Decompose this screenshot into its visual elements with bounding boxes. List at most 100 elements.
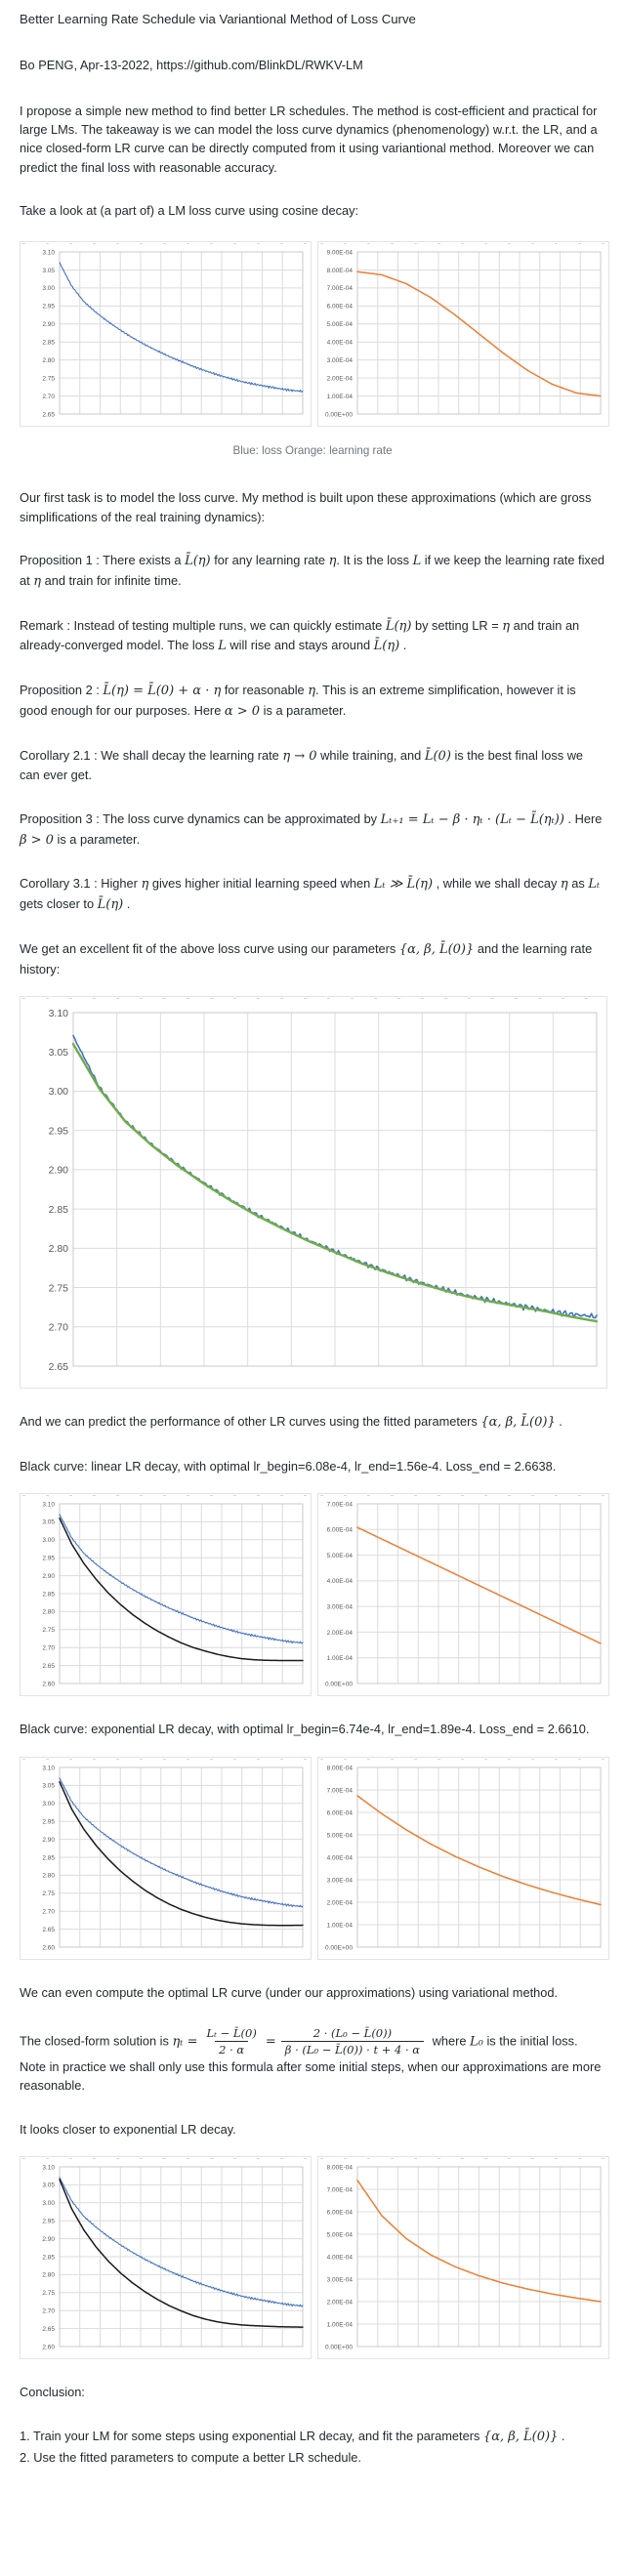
excellent-fit-paragraph: We get an excellent fit of the above los… [20, 939, 605, 978]
variational-paragraph: We can even compute the optimal LR curve… [20, 1984, 559, 2000]
inline-math: Lₜ [588, 877, 601, 893]
inline-math: L̄(0) [424, 748, 451, 764]
text-run: is a parameter. [53, 831, 141, 847]
svg-text:3.00: 3.00 [42, 1801, 55, 1807]
svg-text:9.00E-04: 9.00E-04 [327, 249, 354, 256]
svg-text:5.00E-04: 5.00E-04 [327, 1553, 354, 1559]
svg-text:1.00E-04: 1.00E-04 [327, 1655, 354, 1662]
inline-math: η [560, 877, 568, 893]
linear-decay-figure: 3.10 3.05 3.00 2.95 2.90 2.85 2.80 2.75 2.70 2.65… [20, 1493, 609, 1697]
svg-text:2.00E-04: 2.00E-04 [327, 375, 354, 382]
variational-decay-figure: 3.10 3.05 3.00 2.95 2.90 2.85 2.80 2.75 2.70 2.65… [20, 2156, 609, 2360]
chart-caption: Blue: loss Orange: learning rate [232, 443, 393, 457]
svg-text:0.00E+00: 0.00E+00 [325, 1682, 353, 1688]
svg-text:2.60: 2.60 [42, 1682, 55, 1688]
text-run: Proposition 3 : The loss curve dynamics … [20, 810, 381, 826]
svg-text:3.05: 3.05 [42, 267, 55, 273]
text-run: . [555, 1414, 562, 1430]
text-run: Remark : Instead of testing multiple run… [20, 617, 386, 633]
svg-text:2.95: 2.95 [49, 1125, 69, 1137]
take-a-look-paragraph: Take a look at (a part of) a LM loss cur… [20, 203, 359, 219]
chart-svg: 3.10 3.05 3.00 2.95 2.90 2.85 2.80 2.75 2.70 2.65… [22, 1495, 309, 1688]
svg-text:7.00E-04: 7.00E-04 [327, 1787, 354, 1794]
svg-text:4.00E-04: 4.00E-04 [327, 1854, 354, 1861]
chart-panel-loss: 3.10 3.05 3.00 2.95 2.90 2.85 2.80 2.75 2.70 2.65… [20, 1756, 312, 1960]
chart-svg: 3.10 3.05 3.00 2.95 2.90 2.85 2.80 2.75 2.70 2.65… [22, 1758, 309, 1951]
text-run: and the learning rate history: [20, 940, 593, 976]
svg-text:3.10: 3.10 [42, 2165, 55, 2172]
text-run: . It is the loss [336, 553, 413, 568]
text-run: and train an already-converged model. Th… [20, 617, 580, 653]
chart-panel-learning-rate: 8.00E-04 7.00E-04 6.00E-04 5.00E-04 4.00E-04… [317, 1756, 609, 1960]
svg-text:3.00E-04: 3.00E-04 [327, 1604, 354, 1611]
chart-svg: 8.00E-04 7.00E-04 6.00E-04 5.00E-04 4.00E-04… [320, 1758, 606, 1951]
page-title: Better Learning Rate Schedule via Varian… [20, 12, 416, 26]
text-run: gets closer to [20, 896, 98, 912]
svg-text:2.80: 2.80 [42, 357, 55, 364]
svg-text:2.60: 2.60 [42, 2345, 55, 2351]
svg-text:3.05: 3.05 [42, 1519, 55, 1526]
text-run: Corollary 3.1 : Higher [20, 876, 142, 892]
text-run: And we can predict the performance of ot… [20, 1414, 481, 1430]
svg-text:2.75: 2.75 [42, 1890, 55, 1897]
inline-math: {α, β, L̄(0)} [480, 1415, 556, 1431]
svg-text:0.00E+00: 0.00E+00 [325, 1944, 353, 1951]
svg-text:3.10: 3.10 [42, 249, 55, 256]
inline-math: = [265, 2034, 276, 2050]
svg-text:7.00E-04: 7.00E-04 [327, 285, 354, 292]
text-run: . Here [563, 810, 603, 826]
svg-text:3.10: 3.10 [42, 1765, 55, 1771]
chart-panel-loss: 3.10 3.05 3.00 2.95 2.90 2.85 2.80 2.75 2.70 2.65 [20, 996, 607, 1390]
svg-text:2.90: 2.90 [42, 2236, 55, 2243]
inline-math: η [328, 554, 337, 569]
inline-math: L̄(η) [373, 639, 400, 654]
svg-text:4.00E-04: 4.00E-04 [327, 1578, 354, 1585]
closer-paragraph: It looks closer to exponential LR decay. [20, 2121, 236, 2137]
inline-math: η [308, 684, 316, 699]
svg-text:2.70: 2.70 [42, 2308, 55, 2315]
text-run: as [567, 876, 589, 892]
text-run: while training, and [316, 747, 425, 763]
svg-text:3.00E-04: 3.00E-04 [327, 2277, 354, 2284]
svg-text:2.80: 2.80 [42, 1872, 55, 1879]
math-fraction: Lₜ − L̄(0) 2 · α [206, 2026, 257, 2057]
loss-lr-cosine-figure: 3.10 3.05 3.00 2.95 2.90 2.85 2.80 2.75 2.70 2.65… [20, 240, 609, 427]
chart-svg: 3.10 3.05 3.00 2.95 2.90 2.85 2.80 2.75 2.70 2.65 [22, 998, 604, 1373]
conclusion-item-2: 2. Use the fitted parameters to compute … [20, 2448, 605, 2467]
svg-text:6.00E-04: 6.00E-04 [327, 2210, 354, 2217]
proposition-1: Proposition 1 : There exists a L̄(η) for… [20, 551, 605, 592]
text-run: Proposition 2 : [20, 683, 104, 698]
svg-text:3.00E-04: 3.00E-04 [327, 1877, 354, 1884]
inline-math: L̄(η) = L̄(0) + α · η [103, 684, 222, 699]
svg-text:6.00E-04: 6.00E-04 [327, 1809, 354, 1816]
svg-text:2.95: 2.95 [42, 1818, 55, 1825]
chart-svg: 8.00E-04 7.00E-04 6.00E-04 5.00E-04 4.00E-04… [320, 2158, 606, 2351]
inline-math: ηₜ = [172, 2034, 198, 2050]
inline-math: α > 0 [224, 703, 261, 719]
svg-text:3.05: 3.05 [42, 1782, 55, 1789]
text-run: is a parameter. [260, 702, 347, 718]
svg-text:3.00E-04: 3.00E-04 [327, 357, 354, 364]
svg-text:3.00: 3.00 [42, 2200, 55, 2207]
svg-text:2.60: 2.60 [42, 1944, 55, 1951]
chart-panel-learning-rate: 8.00E-04 7.00E-04 6.00E-04 5.00E-04 4.00E-04… [317, 2156, 609, 2360]
chart-svg: 3.10 3.05 3.00 2.95 2.90 2.85 2.80 2.75 2.70 2.65 [22, 242, 309, 418]
text-run: We get an excellent fit of the above los… [20, 940, 399, 956]
inline-math: L̄(η) [97, 897, 124, 913]
text-run: 2. Use the fitted parameters to compute … [20, 2450, 361, 2466]
text-run: . This is an extreme simplification, how… [20, 683, 576, 718]
proposition-2: Proposition 2 : L̄(η) = L̄(0) + α · η fo… [20, 681, 605, 722]
svg-text:2.65: 2.65 [49, 1361, 69, 1373]
exponential-decay-paragraph: Black curve: exponential LR decay, with … [20, 1722, 590, 1737]
svg-text:2.85: 2.85 [42, 339, 55, 346]
inline-math: η → 0 [282, 748, 317, 764]
linear-decay-paragraph: Black curve: linear LR decay, with optim… [20, 1458, 557, 1474]
svg-text:2.95: 2.95 [42, 1556, 55, 1562]
text-run: . [123, 896, 131, 912]
conclusion-list: 1. Train your LM for some steps using ex… [20, 2427, 605, 2468]
svg-text:2.90: 2.90 [49, 1165, 69, 1177]
svg-text:2.70: 2.70 [49, 1322, 69, 1334]
svg-text:2.75: 2.75 [42, 375, 55, 382]
inline-math: L̄(η) [185, 554, 211, 569]
inline-math: Lₜ ≫ L̄(η) [373, 877, 434, 893]
